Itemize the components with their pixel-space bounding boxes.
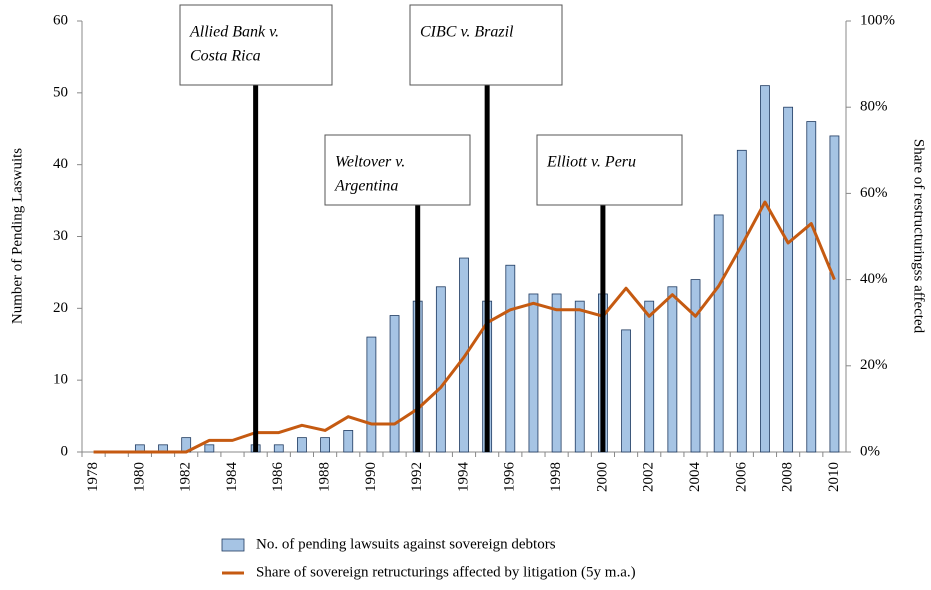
bar <box>343 430 354 453</box>
y2-tick-label: 100% <box>860 12 895 28</box>
annotation-box <box>536 134 683 206</box>
bar <box>713 214 724 453</box>
bar <box>667 286 678 453</box>
bar <box>273 444 284 453</box>
legend-label: Share of sovereign retructurings affecte… <box>256 564 636 580</box>
bar <box>760 85 770 453</box>
annotation-box <box>409 4 563 86</box>
annotation-text: Weltover v. <box>335 154 405 171</box>
y2-tick-label: 0% <box>860 443 880 459</box>
bar <box>366 336 377 453</box>
y2-tick-label: 20% <box>860 357 888 373</box>
annotation-text: Allied Bank v. <box>189 24 279 41</box>
legend-label: No. of pending lawsuits against sovereig… <box>256 536 556 552</box>
y-tick-label: 30 <box>53 228 68 244</box>
bar <box>783 106 794 453</box>
y-tick-label: 20 <box>53 300 68 316</box>
x-tick-label: 1982 <box>178 462 194 492</box>
bar <box>690 279 701 453</box>
bar <box>736 149 747 453</box>
y2-tick-label: 60% <box>860 185 888 201</box>
bar <box>435 286 446 453</box>
x-tick-label: 1986 <box>270 462 286 493</box>
x-tick-label: 1994 <box>455 462 471 493</box>
x-tick-label: 2002 <box>641 462 657 492</box>
x-tick-label: 1984 <box>224 462 240 493</box>
y-tick-label: 0 <box>61 443 69 459</box>
bar <box>621 329 631 453</box>
x-tick-label: 1996 <box>502 462 518 493</box>
annotation-text: Elliott v. Peru <box>546 154 636 171</box>
x-tick-label: 1988 <box>317 462 333 492</box>
x-tick-label: 1992 <box>409 462 425 492</box>
x-tick-label: 1998 <box>548 462 564 492</box>
y-tick-label: 60 <box>53 12 68 28</box>
bar <box>320 437 330 453</box>
y-axis-label: Number of Pending Laswuits <box>9 148 25 324</box>
x-tick-label: 2010 <box>826 462 842 492</box>
annotation-box <box>179 4 333 86</box>
x-tick-label: 2004 <box>687 462 703 493</box>
bar <box>644 300 655 453</box>
x-tick-label: 2008 <box>780 462 796 492</box>
bar <box>574 300 585 453</box>
x-tick-label: 1978 <box>85 462 101 492</box>
annotation-box <box>324 134 471 206</box>
annotation-text: Costa Rica <box>190 48 261 65</box>
x-tick-label: 2006 <box>733 462 749 493</box>
bar <box>551 293 562 453</box>
y-tick-label: 40 <box>53 156 68 172</box>
bar <box>505 264 516 453</box>
legend-swatch <box>221 538 245 552</box>
y2-axis-label: Share of restructuringss affected <box>911 139 927 334</box>
x-tick-label: 2000 <box>594 462 610 492</box>
y2-tick-label: 40% <box>860 271 888 287</box>
bar <box>829 135 840 453</box>
bar <box>389 315 400 453</box>
y-tick-label: 10 <box>53 372 68 388</box>
annotation-text: CIBC v. Brazil <box>420 24 514 41</box>
x-tick-label: 1990 <box>363 462 379 492</box>
bar <box>528 293 539 453</box>
x-tick-label: 1980 <box>131 462 147 492</box>
y-tick-label: 50 <box>53 84 68 100</box>
y2-tick-label: 80% <box>860 99 888 115</box>
line <box>93 200 836 454</box>
annotation-text: Argentina <box>334 178 398 195</box>
bar <box>204 444 215 453</box>
bar <box>297 437 307 453</box>
bar <box>806 121 817 453</box>
